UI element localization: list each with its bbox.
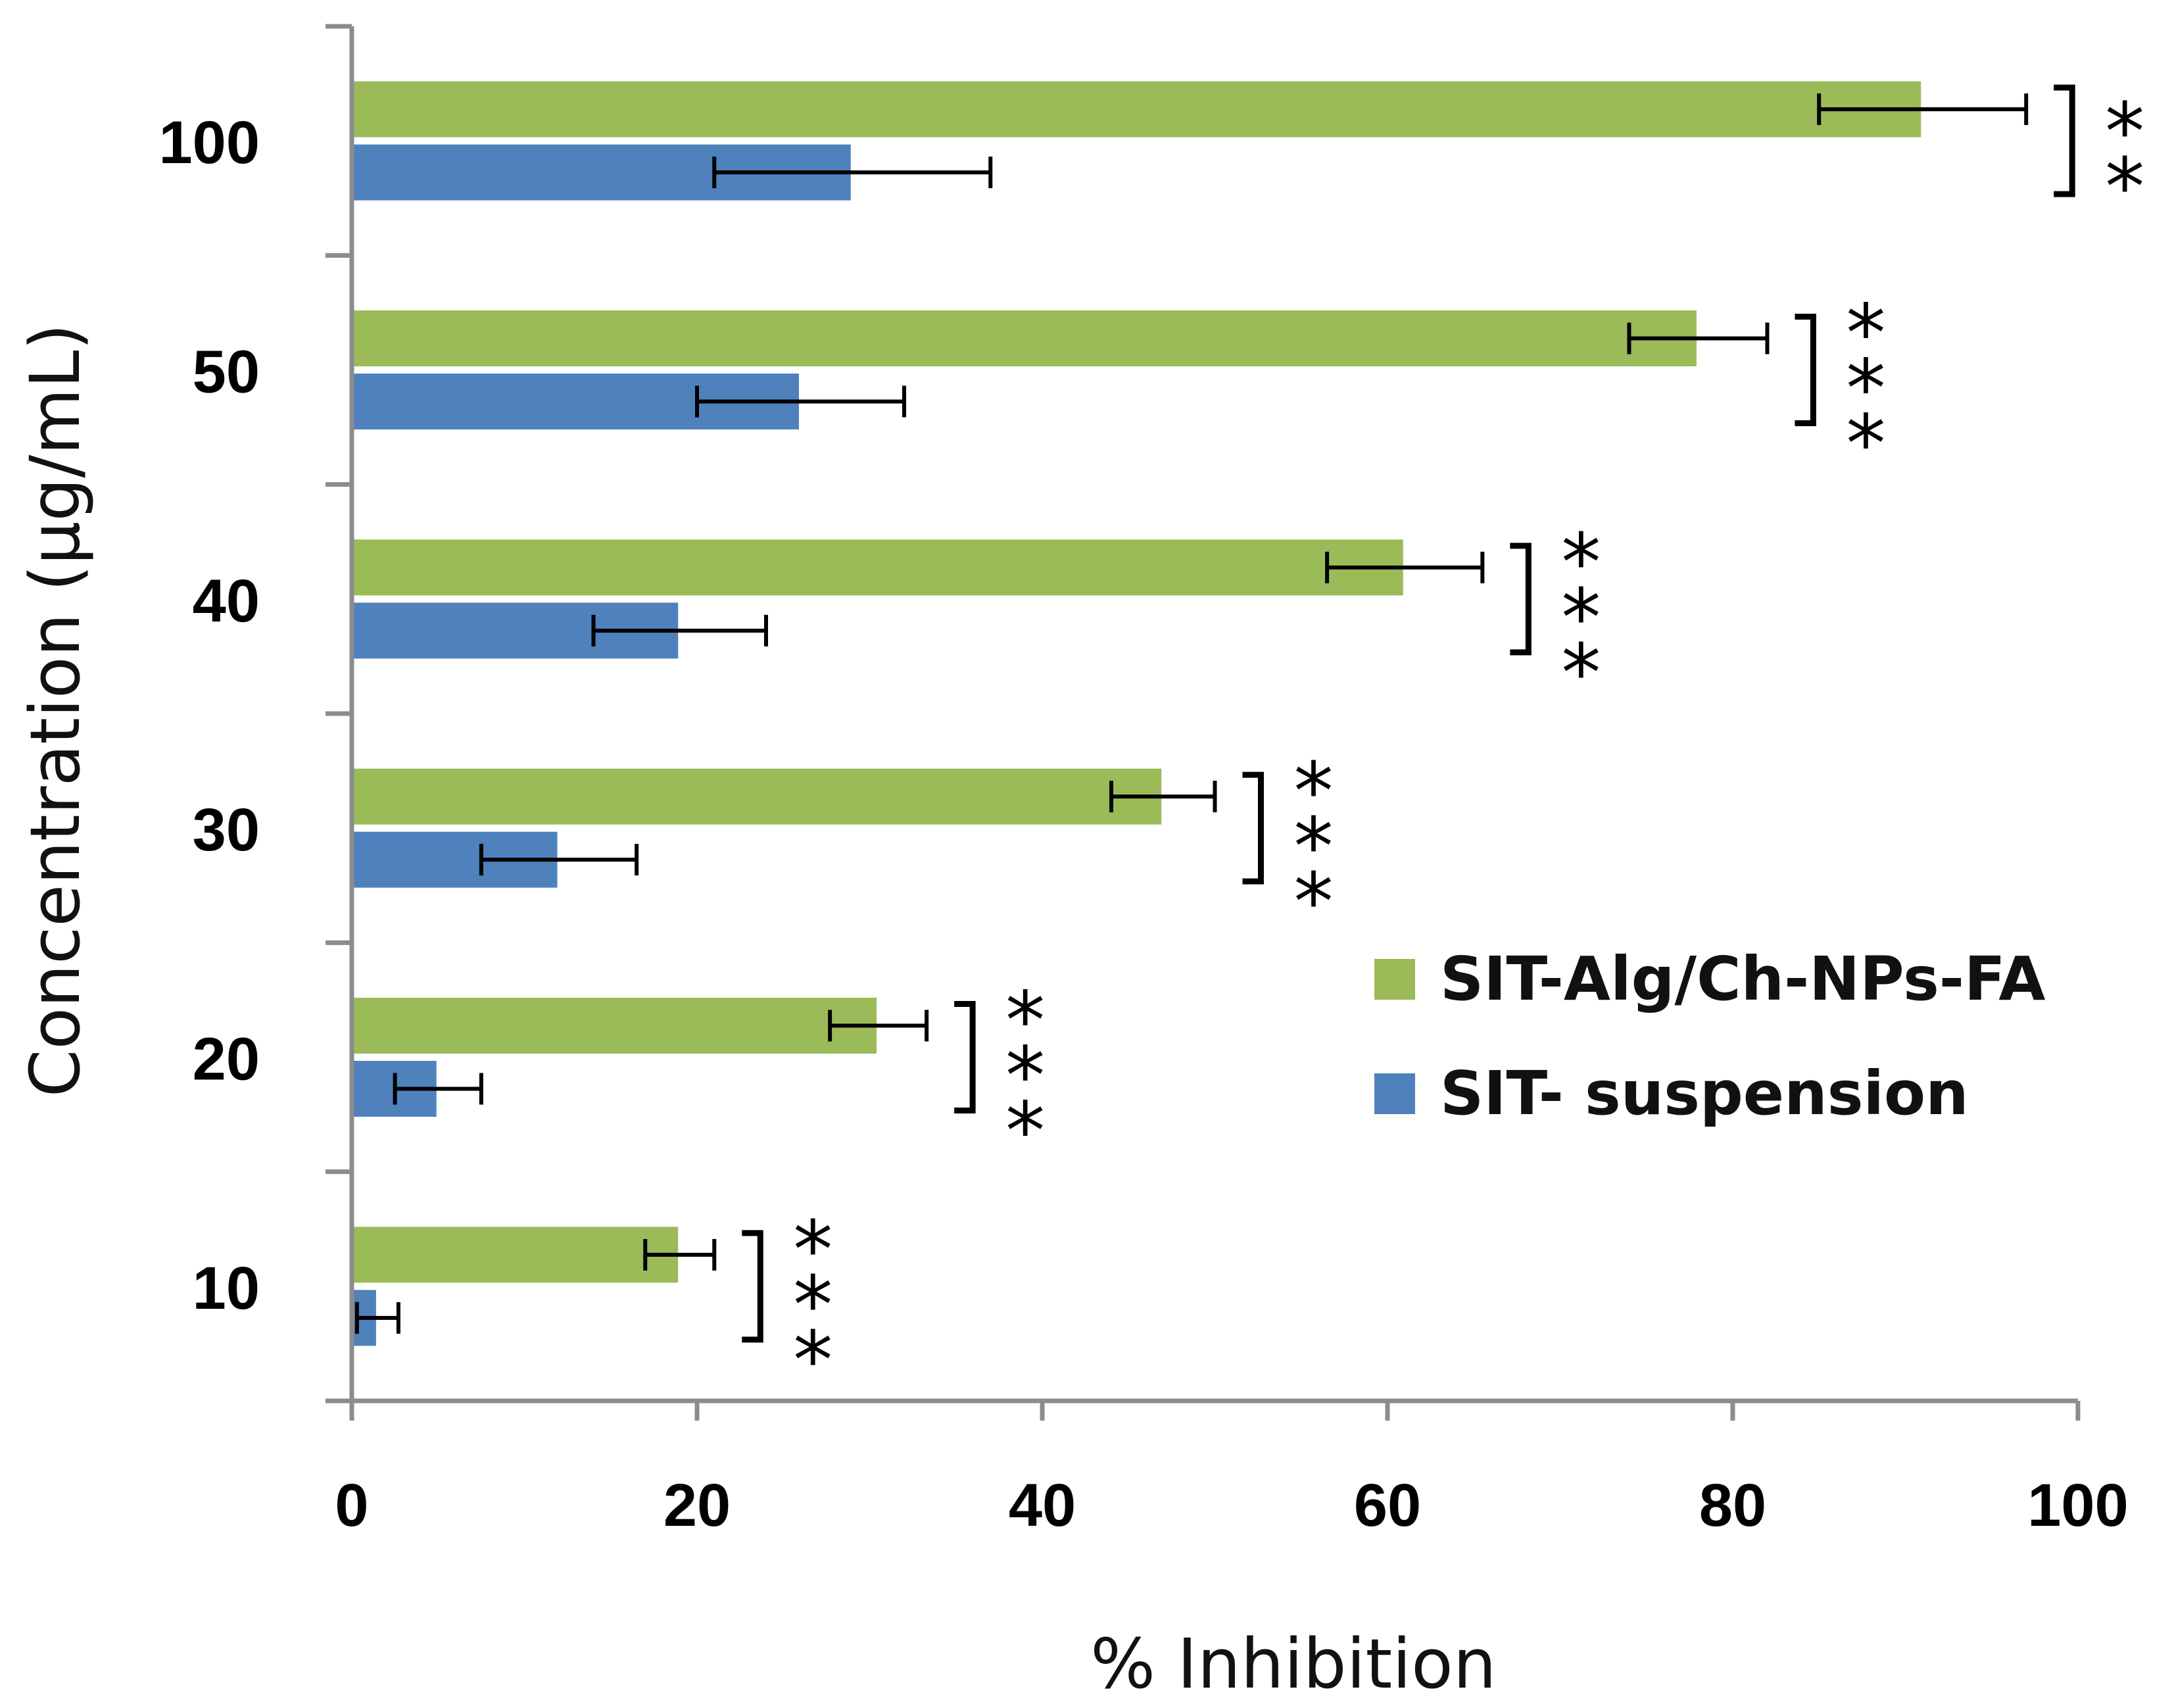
legend: SIT-Alg/Ch-NPs-FA SIT- suspension — [1374, 944, 2046, 1129]
error-bar-nps-100 — [1817, 93, 2029, 126]
significance-star-50-0: * — [1846, 289, 1886, 380]
significance-star-100-0: * — [2105, 87, 2144, 178]
significance-bracket-50 — [1795, 314, 1816, 426]
error-bar-nps-40 — [1325, 551, 1485, 583]
significance-star-10-0: * — [793, 1205, 832, 1296]
significance-bracket-100 — [2054, 84, 2075, 197]
significance-star-50-1: * — [1846, 344, 1886, 435]
significance-bracket-20 — [954, 1001, 976, 1113]
legend-label-green: SIT-Alg/Ch-NPs-FA — [1440, 944, 2046, 1014]
legend-swatch-green — [1374, 959, 1415, 1000]
x-tick-label-20: 20 — [663, 1472, 731, 1539]
significance-star-20-0: * — [1005, 976, 1045, 1067]
significance-bracket-10 — [742, 1230, 763, 1343]
bar-nps-100 — [350, 78, 1925, 141]
error-bar-suspension-100 — [712, 157, 993, 189]
x-tick-label-0: 0 — [335, 1472, 368, 1539]
error-bar-nps-10 — [643, 1238, 717, 1271]
significance-star-10-1: * — [793, 1260, 832, 1352]
bar-nps-50 — [350, 307, 1700, 370]
y-axis-title: Concentration (µg/mL) — [15, 324, 95, 1097]
significance-star-40-1: * — [1561, 573, 1601, 664]
significance-star-30-2: * — [1294, 857, 1334, 948]
x-tick-label-80: 80 — [1699, 1472, 1766, 1539]
bar-nps-10 — [350, 1223, 682, 1286]
legend-label-blue: SIT- suspension — [1440, 1058, 1969, 1129]
y-tick-label-50: 50 — [193, 339, 260, 406]
y-tick-label-40: 40 — [193, 568, 260, 635]
bar-nps-30 — [350, 765, 1165, 828]
significance-star-20-1: * — [1005, 1031, 1045, 1123]
significance-star-50-2: * — [1846, 399, 1886, 491]
tick-labels-layer: 0 20 40 60 80 100 10 20 30 40 50 100 — [159, 109, 2129, 1539]
significance-bracket-30 — [1242, 771, 1264, 885]
significance-star-10-2: * — [793, 1315, 832, 1407]
error-bar-suspension-40 — [591, 614, 768, 647]
bars-layer — [350, 78, 1925, 1350]
error-bar-suspension-30 — [479, 844, 639, 876]
significance-star-30-1: * — [1294, 802, 1334, 893]
y-tick-label-30: 30 — [193, 796, 260, 864]
y-tick-label-100: 100 — [159, 109, 260, 176]
error-bar-nps-50 — [1627, 322, 1770, 354]
axes-layer — [326, 24, 2081, 1421]
error-bar-suspension-20 — [393, 1073, 483, 1105]
significance-star-40-0: * — [1561, 518, 1601, 609]
significance-star-100-1: * — [2105, 142, 2144, 233]
x-axis-title: % Inhibition — [1090, 1624, 1496, 1704]
error-bar-nps-30 — [1109, 781, 1217, 813]
y-tick-label-10: 10 — [193, 1255, 260, 1322]
error-bars-layer — [354, 93, 2029, 1334]
x-tick-label-100: 100 — [2027, 1472, 2129, 1539]
bar-nps-20 — [350, 994, 880, 1057]
y-tick-label-20: 20 — [193, 1026, 260, 1093]
significance-star-40-2: * — [1561, 628, 1601, 720]
bar-nps-40 — [350, 536, 1407, 599]
x-tick-label-40: 40 — [1009, 1472, 1076, 1539]
significance-star-30-0: * — [1294, 746, 1334, 838]
significance-bracket-40 — [1510, 543, 1531, 656]
error-bar-nps-20 — [828, 1010, 929, 1042]
x-tick-label-60: 60 — [1354, 1472, 1421, 1539]
significance-layer: ***************** — [742, 84, 2144, 1407]
significance-star-20-2: * — [1005, 1086, 1045, 1178]
legend-swatch-blue — [1374, 1073, 1415, 1114]
error-bar-suspension-10 — [354, 1302, 400, 1334]
error-bar-suspension-50 — [695, 385, 906, 418]
